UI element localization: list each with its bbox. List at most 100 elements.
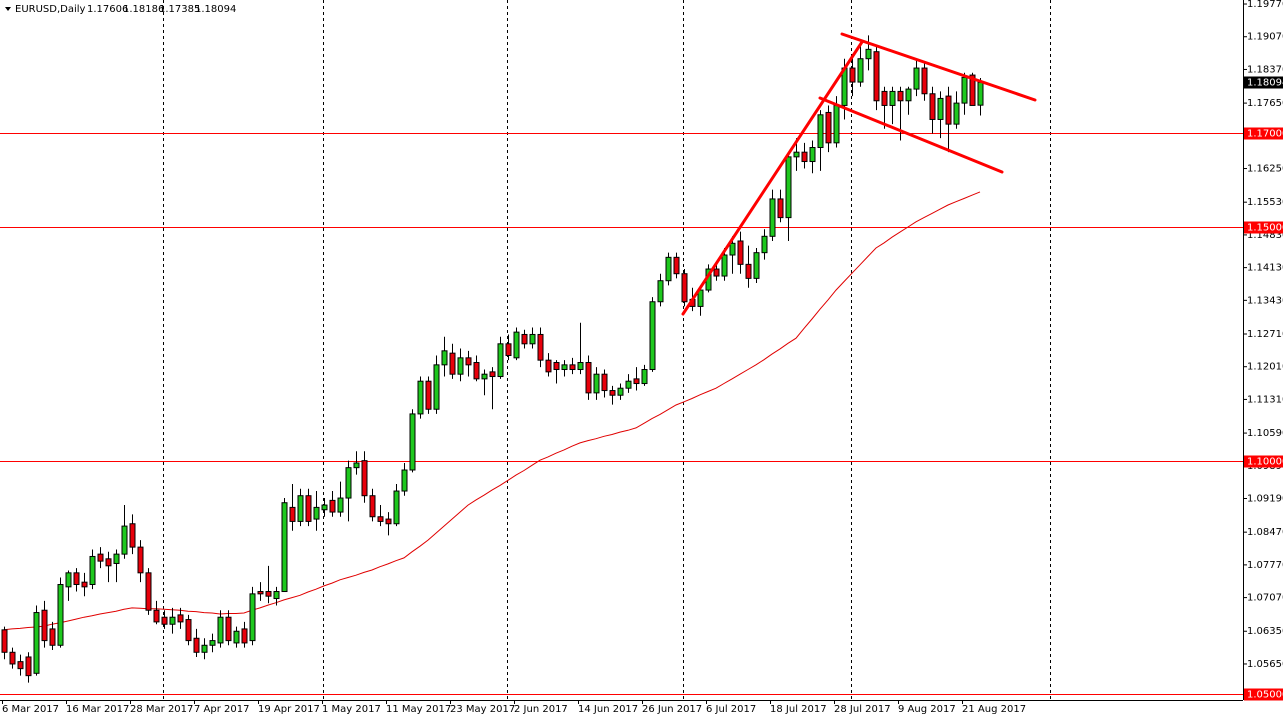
candle-body [625, 380, 632, 389]
candle-body [761, 235, 768, 254]
candle-body [385, 518, 392, 525]
x-tick-label: 9 Aug 2017 [898, 704, 956, 715]
candle-body [17, 661, 24, 670]
candle-body [505, 343, 512, 356]
candle-body [561, 364, 568, 371]
header-open: 1.17606 [87, 4, 128, 15]
candle-body [313, 506, 320, 520]
candle-body [497, 343, 504, 378]
candle-body [817, 114, 824, 149]
candle-body [681, 273, 688, 303]
candle-body [417, 380, 424, 415]
candle-body [801, 151, 808, 163]
x-tick-label: 6 Mar 2017 [2, 704, 59, 715]
y-tick-label: 1.14130 [1247, 263, 1283, 274]
candle-body [569, 364, 576, 371]
trend-line [681, 40, 864, 316]
candle-body [537, 333, 544, 361]
candle-body [257, 591, 264, 595]
candle-body [665, 256, 672, 282]
x-tick-label: 28 Mar 2017 [130, 704, 193, 715]
candle-body [153, 609, 160, 623]
y-tick-label: 1.15530 [1247, 197, 1283, 208]
price-badge [1244, 127, 1283, 140]
candle-body [73, 572, 80, 586]
symbol-title: EURUSD,Daily [15, 4, 86, 15]
candle-body [745, 263, 752, 279]
candle-body [177, 614, 184, 623]
y-tick-label: 1.16250 [1247, 164, 1283, 175]
price-badge-label: 1.05000 [1247, 690, 1283, 701]
y-tick-label: 1.07070 [1247, 593, 1283, 604]
candle-body [929, 93, 936, 120]
candle-body [265, 591, 272, 597]
candle-body [217, 616, 224, 644]
candle-body [793, 151, 800, 158]
candle-body [393, 490, 400, 525]
candle-body [945, 95, 952, 125]
candle-body [873, 51, 880, 102]
y-tick-label: 1.19070 [1247, 32, 1283, 43]
y-tick-label: 1.08470 [1247, 527, 1283, 538]
candle-body [609, 390, 616, 396]
y-tick-label: 1.07770 [1247, 560, 1283, 571]
candle-body [649, 301, 656, 371]
candle-body [489, 371, 496, 378]
candle-body [33, 612, 40, 674]
candle-body [249, 593, 256, 642]
y-tick-label: 1.17650 [1247, 98, 1283, 109]
candle-body [833, 104, 840, 144]
candle-body [465, 357, 472, 366]
x-tick-label: 7 Apr 2017 [194, 704, 249, 715]
candle-body [337, 497, 344, 513]
candle-body [457, 357, 464, 375]
candle-body [145, 572, 152, 611]
candle-body [233, 630, 240, 644]
y-tick-label: 1.09190 [1247, 494, 1283, 505]
candle-body [553, 362, 560, 371]
y-tick-label: 1.05650 [1247, 659, 1283, 670]
price-badge [1244, 688, 1283, 701]
candle-body [97, 553, 104, 562]
candle-body [305, 495, 312, 522]
candle-body [585, 362, 592, 394]
candle-body [57, 584, 64, 646]
candle-body [161, 616, 168, 625]
trend-lines [681, 32, 1037, 316]
price-badge-label: 1.10000 [1247, 457, 1283, 468]
candle-body [361, 460, 368, 497]
candle-body [281, 502, 288, 593]
candle-body [41, 609, 48, 642]
x-tick-label: 18 Jul 2017 [770, 704, 827, 715]
y-tick-label: 1.12710 [1247, 329, 1283, 340]
price-badge-label: 1.15000 [1247, 223, 1283, 234]
price-badge-label: 1.17000 [1247, 129, 1283, 140]
candle-body [193, 637, 200, 653]
candle-body [753, 252, 760, 279]
header-close: 1.18094 [195, 4, 236, 15]
candle-body [449, 352, 456, 375]
candle-body [889, 90, 896, 106]
y-tick-label: 1.14830 [1247, 230, 1283, 241]
candle-body [785, 156, 792, 219]
candle-body [721, 254, 728, 277]
menu-icon [5, 7, 11, 11]
candle-body [1, 629, 8, 653]
candle-body [849, 67, 856, 83]
candle-body [601, 373, 608, 392]
candle-body [409, 413, 416, 471]
candle-body [129, 523, 136, 548]
candle-body [481, 373, 488, 380]
x-tick-label: 21 Aug 2017 [962, 704, 1026, 715]
x-tick-label: 16 Mar 2017 [66, 704, 129, 715]
candle-body [209, 640, 216, 646]
x-tick-label: 23 May 2017 [450, 704, 515, 715]
x-tick-label: 26 Jun 2017 [642, 704, 702, 715]
candle-body [81, 581, 88, 588]
candle-body [121, 525, 128, 555]
candle-body [777, 198, 784, 219]
trend-line [840, 32, 1037, 102]
candle-body [577, 362, 584, 371]
